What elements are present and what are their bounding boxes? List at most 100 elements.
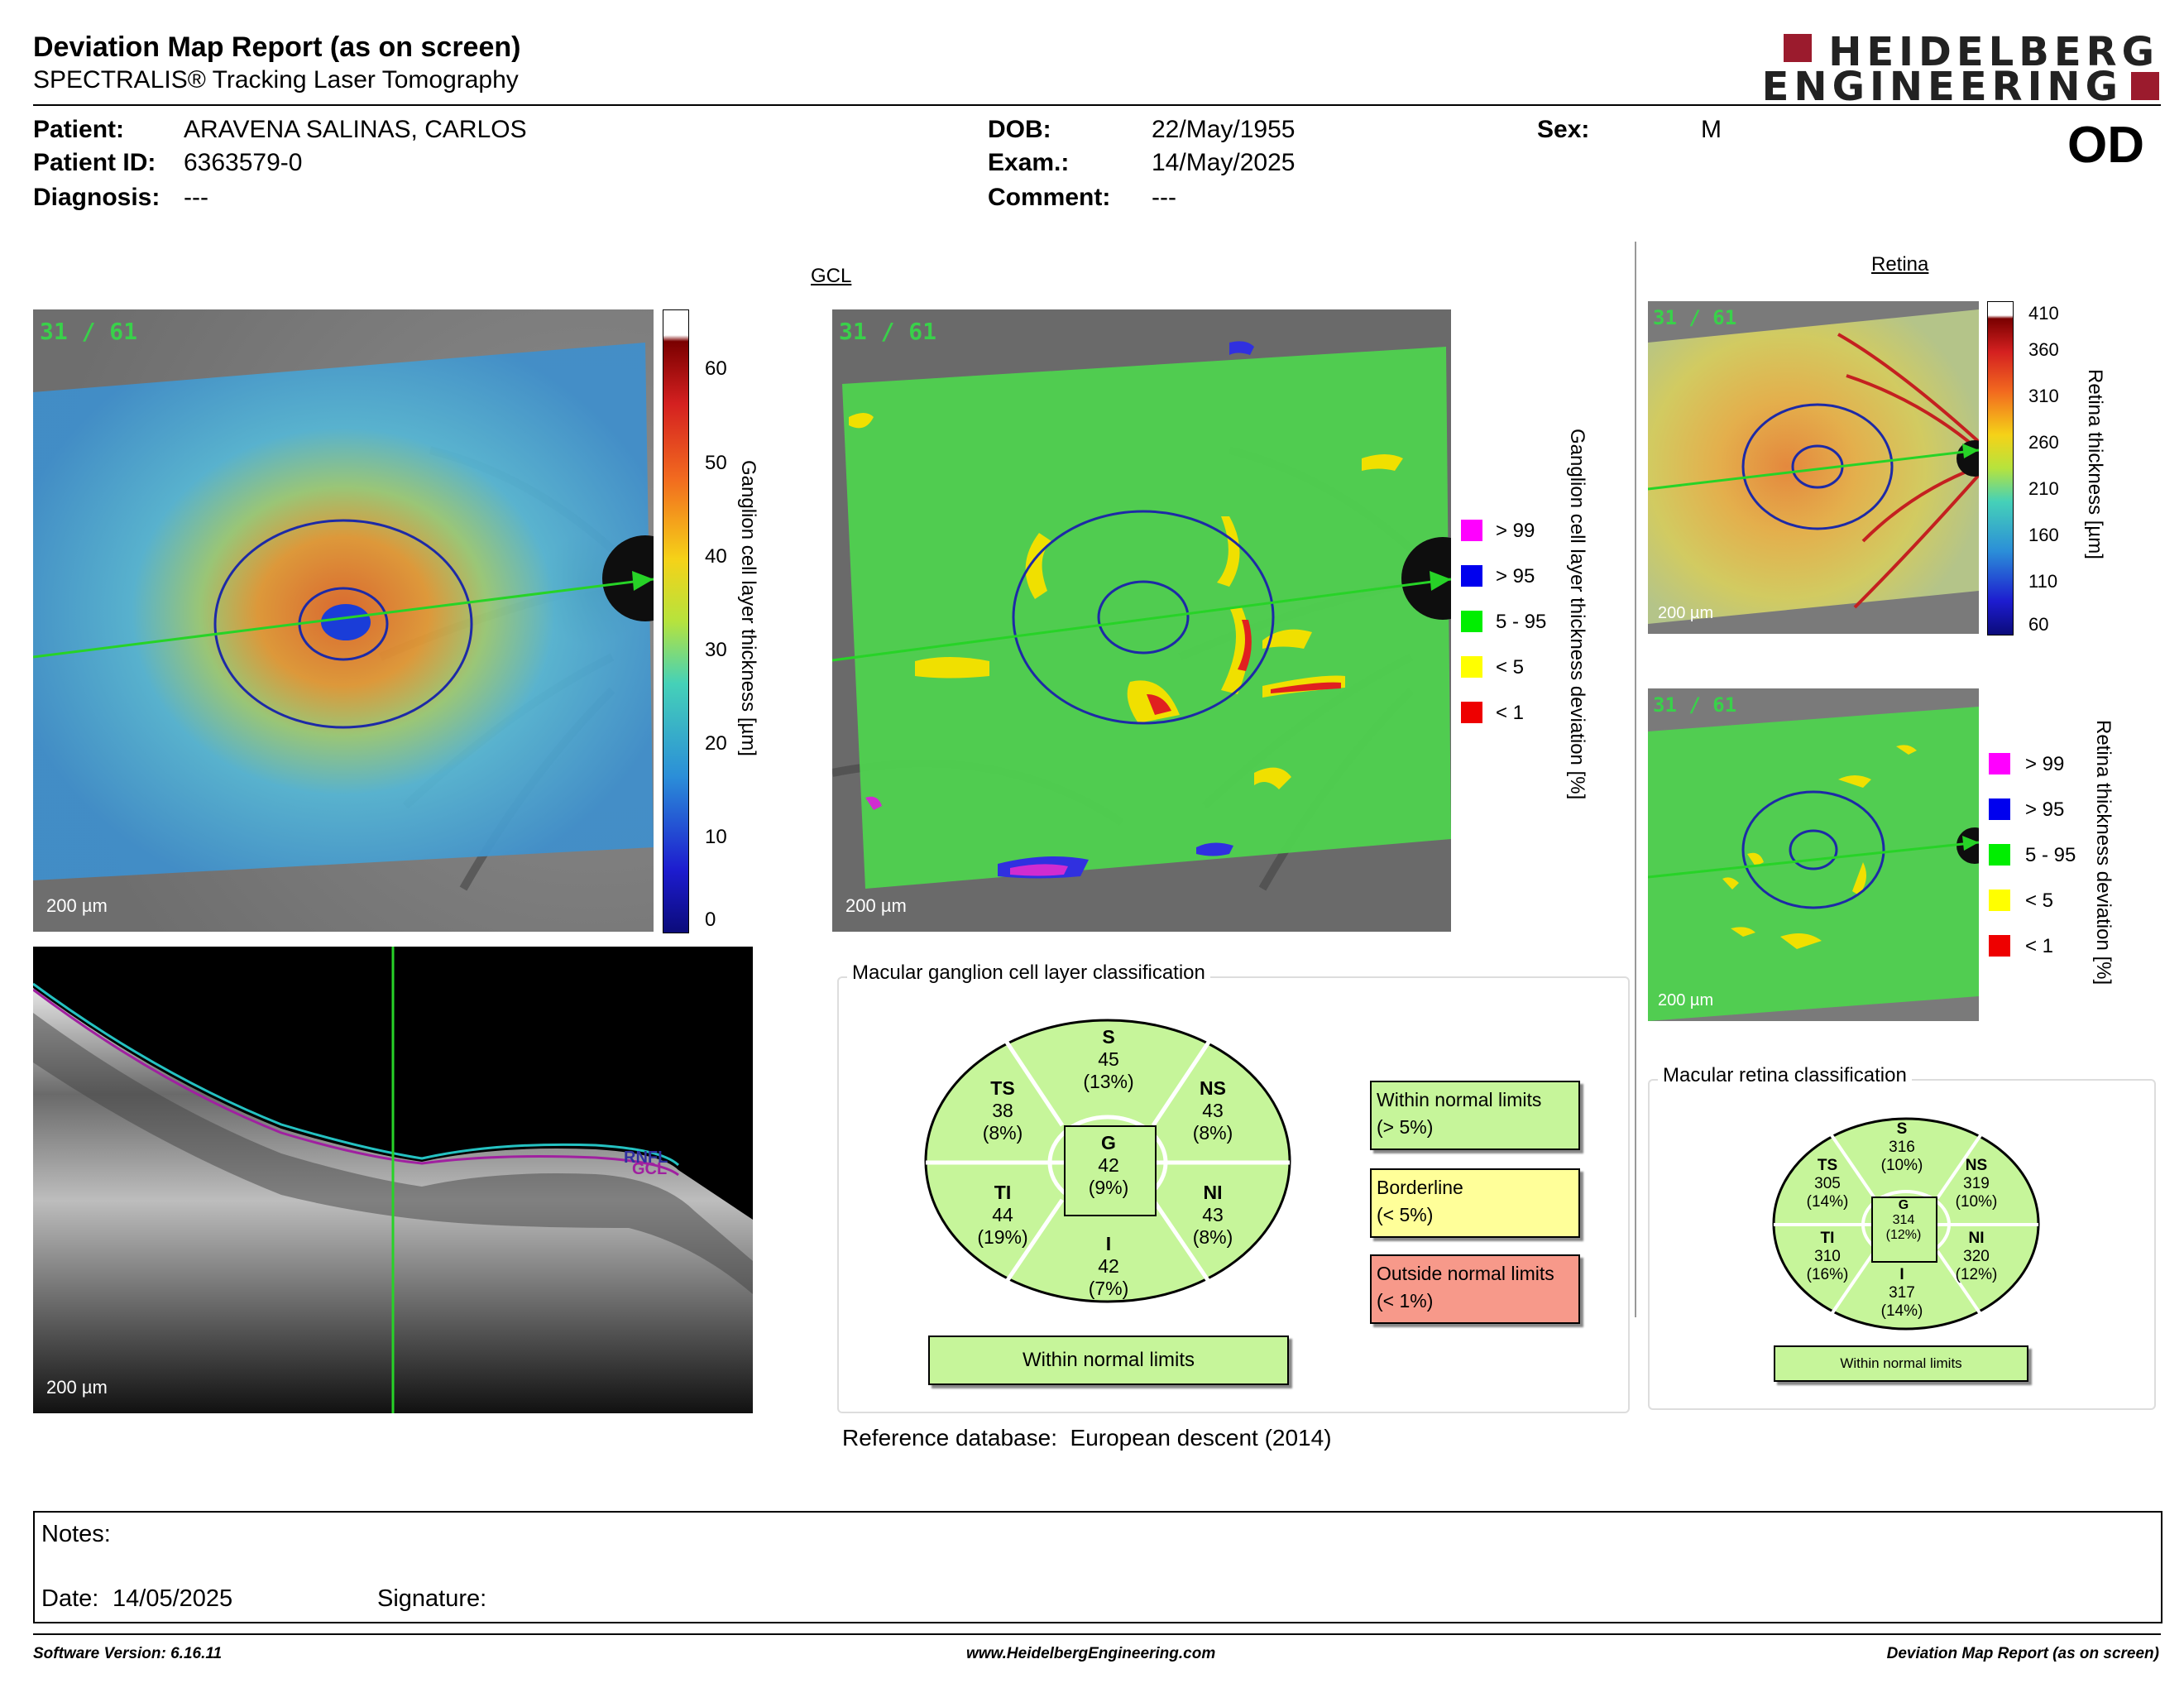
legend-label: > 99 [1496,520,1535,542]
sector-name: TI [994,1182,1012,1203]
gcl-thickness-ticks: 60 50 40 30 20 10 0 [705,357,738,937]
sector-name: NI [1203,1182,1223,1203]
gcl-thickness-scan-tag: 31 / 61 [40,318,138,345]
eye-indicator: OD [2067,117,2144,174]
retina-deviation-map-graphic [1648,688,1979,1021]
gcl-center-sector [1064,1125,1157,1216]
sector-name: NS [1200,1077,1226,1099]
retina-thickness-scan-tag: 31 / 61 [1653,306,1737,329]
legend-label: > 95 [1496,565,1535,587]
retina-thickness-scale: 200 µm [1658,604,1714,622]
legend-label: < 5 [2025,890,2054,912]
logo-square-icon [1784,34,1812,62]
footer-report-name: Deviation Map Report (as on screen) [1886,1645,2159,1662]
retina-thickness-map[interactable]: 31 / 61 200 µm [1648,301,1979,634]
legend-label: > 99 [2025,753,2065,775]
legend-label: < 1 [2025,935,2054,957]
sector-pct: (14%) [1880,1302,1923,1320]
sector-value: 45 [1098,1048,1119,1070]
retina-sector-i: I 317 (14%) [1873,1266,1931,1321]
gcl-classification-box [837,976,1630,1413]
legend-swatch-lt5 [1461,656,1482,678]
gcl-thickness-scale: 200 µm [46,895,108,916]
tick-label: 60 [2028,614,2049,635]
reference-value: European descent (2014) [1070,1425,1332,1451]
gcl-section-label[interactable]: GCL [811,265,852,287]
signature-label: Signature: [377,1585,487,1612]
key-within-normal: Within normal limits (> 5%) [1370,1081,1580,1150]
retina-thickness-axis-label: Retina thickness [µm] [2084,369,2106,559]
logo-square-icon [2131,72,2159,100]
tick-label: 0 [705,909,716,931]
retina-deviation-axis-label: Retina thickness deviation [%] [2092,720,2115,985]
sector-name: I [1899,1266,1904,1283]
key-line: (> 5%) [1377,1116,1434,1138]
gcl-thickness-axis-label: Ganglion cell layer thickness [µm] [737,460,759,756]
reference-sep: : [1051,1425,1057,1451]
sector-pct: (14%) [1806,1193,1849,1211]
tick-label: 20 [705,732,727,755]
sector-value: 316 [1889,1139,1915,1156]
sector-name: TI [1820,1230,1835,1247]
sector-value: 305 [1814,1175,1841,1192]
exam-value: 14/May/2025 [1152,149,1296,176]
tick-label: 50 [705,452,727,474]
gcl-deviation-map[interactable]: 31 / 61 200 µm [832,309,1451,932]
sector-value: 314 [1892,1213,1915,1227]
reference-database: Reference database: European descent (20… [842,1425,1332,1451]
comment-label: Comment: [988,184,1111,211]
legend-swatch-gt99 [1989,753,2010,774]
gcl-classification-result: Within normal limits [928,1336,1289,1385]
sector-value: 44 [992,1204,1013,1225]
gcl-sector-i: I 42 (7%) [1067,1233,1150,1300]
sector-name: TS [990,1077,1015,1099]
heidelberg-logo: HEIDELBERG ENGINEERING [1762,29,2159,110]
tick-label: 40 [705,545,727,568]
report-title: Deviation Map Report (as on screen) [33,31,521,63]
sector-pct: (9%) [1088,1177,1129,1198]
sector-name: S [1896,1120,1908,1138]
legend-swatch-lt5 [1989,890,2010,911]
tick-label: 310 [2028,386,2059,406]
retina-sector-ts: TS 305 (14%) [1798,1157,1856,1211]
sector-name: S [1102,1026,1115,1048]
key-line: (< 5%) [1377,1204,1434,1225]
sector-value: 320 [1963,1248,1990,1265]
oct-bscan[interactable]: RNFL GCL 200 µm [33,947,753,1413]
sector-value: 43 [1202,1204,1224,1225]
retina-sector-ni: NI 320 (12%) [1947,1230,2005,1284]
tick-label: 160 [2028,525,2059,545]
sector-value: 310 [1814,1248,1841,1265]
website-link[interactable]: www.HeidelbergEngineering.com [966,1645,1216,1662]
software-version: Software Version: 6.16.11 [33,1645,223,1662]
retina-thickness-ticks: 410 360 310 260 210 160 110 60 [2028,303,2078,642]
sector-name: NS [1965,1157,1988,1174]
patient-id-value: 6363579-0 [184,149,303,176]
notes-date-value: 14/05/2025 [113,1585,233,1612]
gcl-layer-label: GCL [632,1160,668,1178]
notes-box[interactable]: Notes: Date: 14/05/2025 Signature: [33,1511,2162,1623]
sector-pct: (8%) [982,1122,1023,1144]
footer-divider [33,1633,2161,1635]
sector-pct: (10%) [1880,1157,1923,1174]
key-line: Within normal limits [1377,1089,1542,1110]
gcl-deviation-scale: 200 µm [845,895,907,916]
retina-deviation-scale: 200 µm [1658,991,1714,1009]
retina-section-label[interactable]: Retina [1871,253,1929,276]
gcl-sector-g: G 42 (9%) [1067,1132,1150,1199]
legend-swatch-5-95 [1989,844,2010,866]
tick-label: 110 [2028,571,2058,592]
gcl-thickness-map[interactable]: 31 / 61 200 µm [33,309,654,932]
sector-pct: (13%) [1083,1071,1134,1092]
bscan-scale: 200 µm [46,1377,108,1398]
tick-label: 210 [2028,478,2059,499]
tick-label: 360 [2028,339,2059,360]
retina-thickness-map-graphic [1648,301,1979,634]
sector-value: 42 [1098,1154,1119,1176]
retina-deviation-map[interactable]: 31 / 61 200 µm [1648,688,1979,1021]
gcl-thickness-colorbar [663,309,689,933]
logo-line-2: ENGINEERING [1761,64,2123,110]
tick-label: 60 [705,357,727,380]
retina-sector-s: S 316 (10%) [1873,1120,1931,1175]
retina-thickness-colorbar [1987,301,2014,635]
